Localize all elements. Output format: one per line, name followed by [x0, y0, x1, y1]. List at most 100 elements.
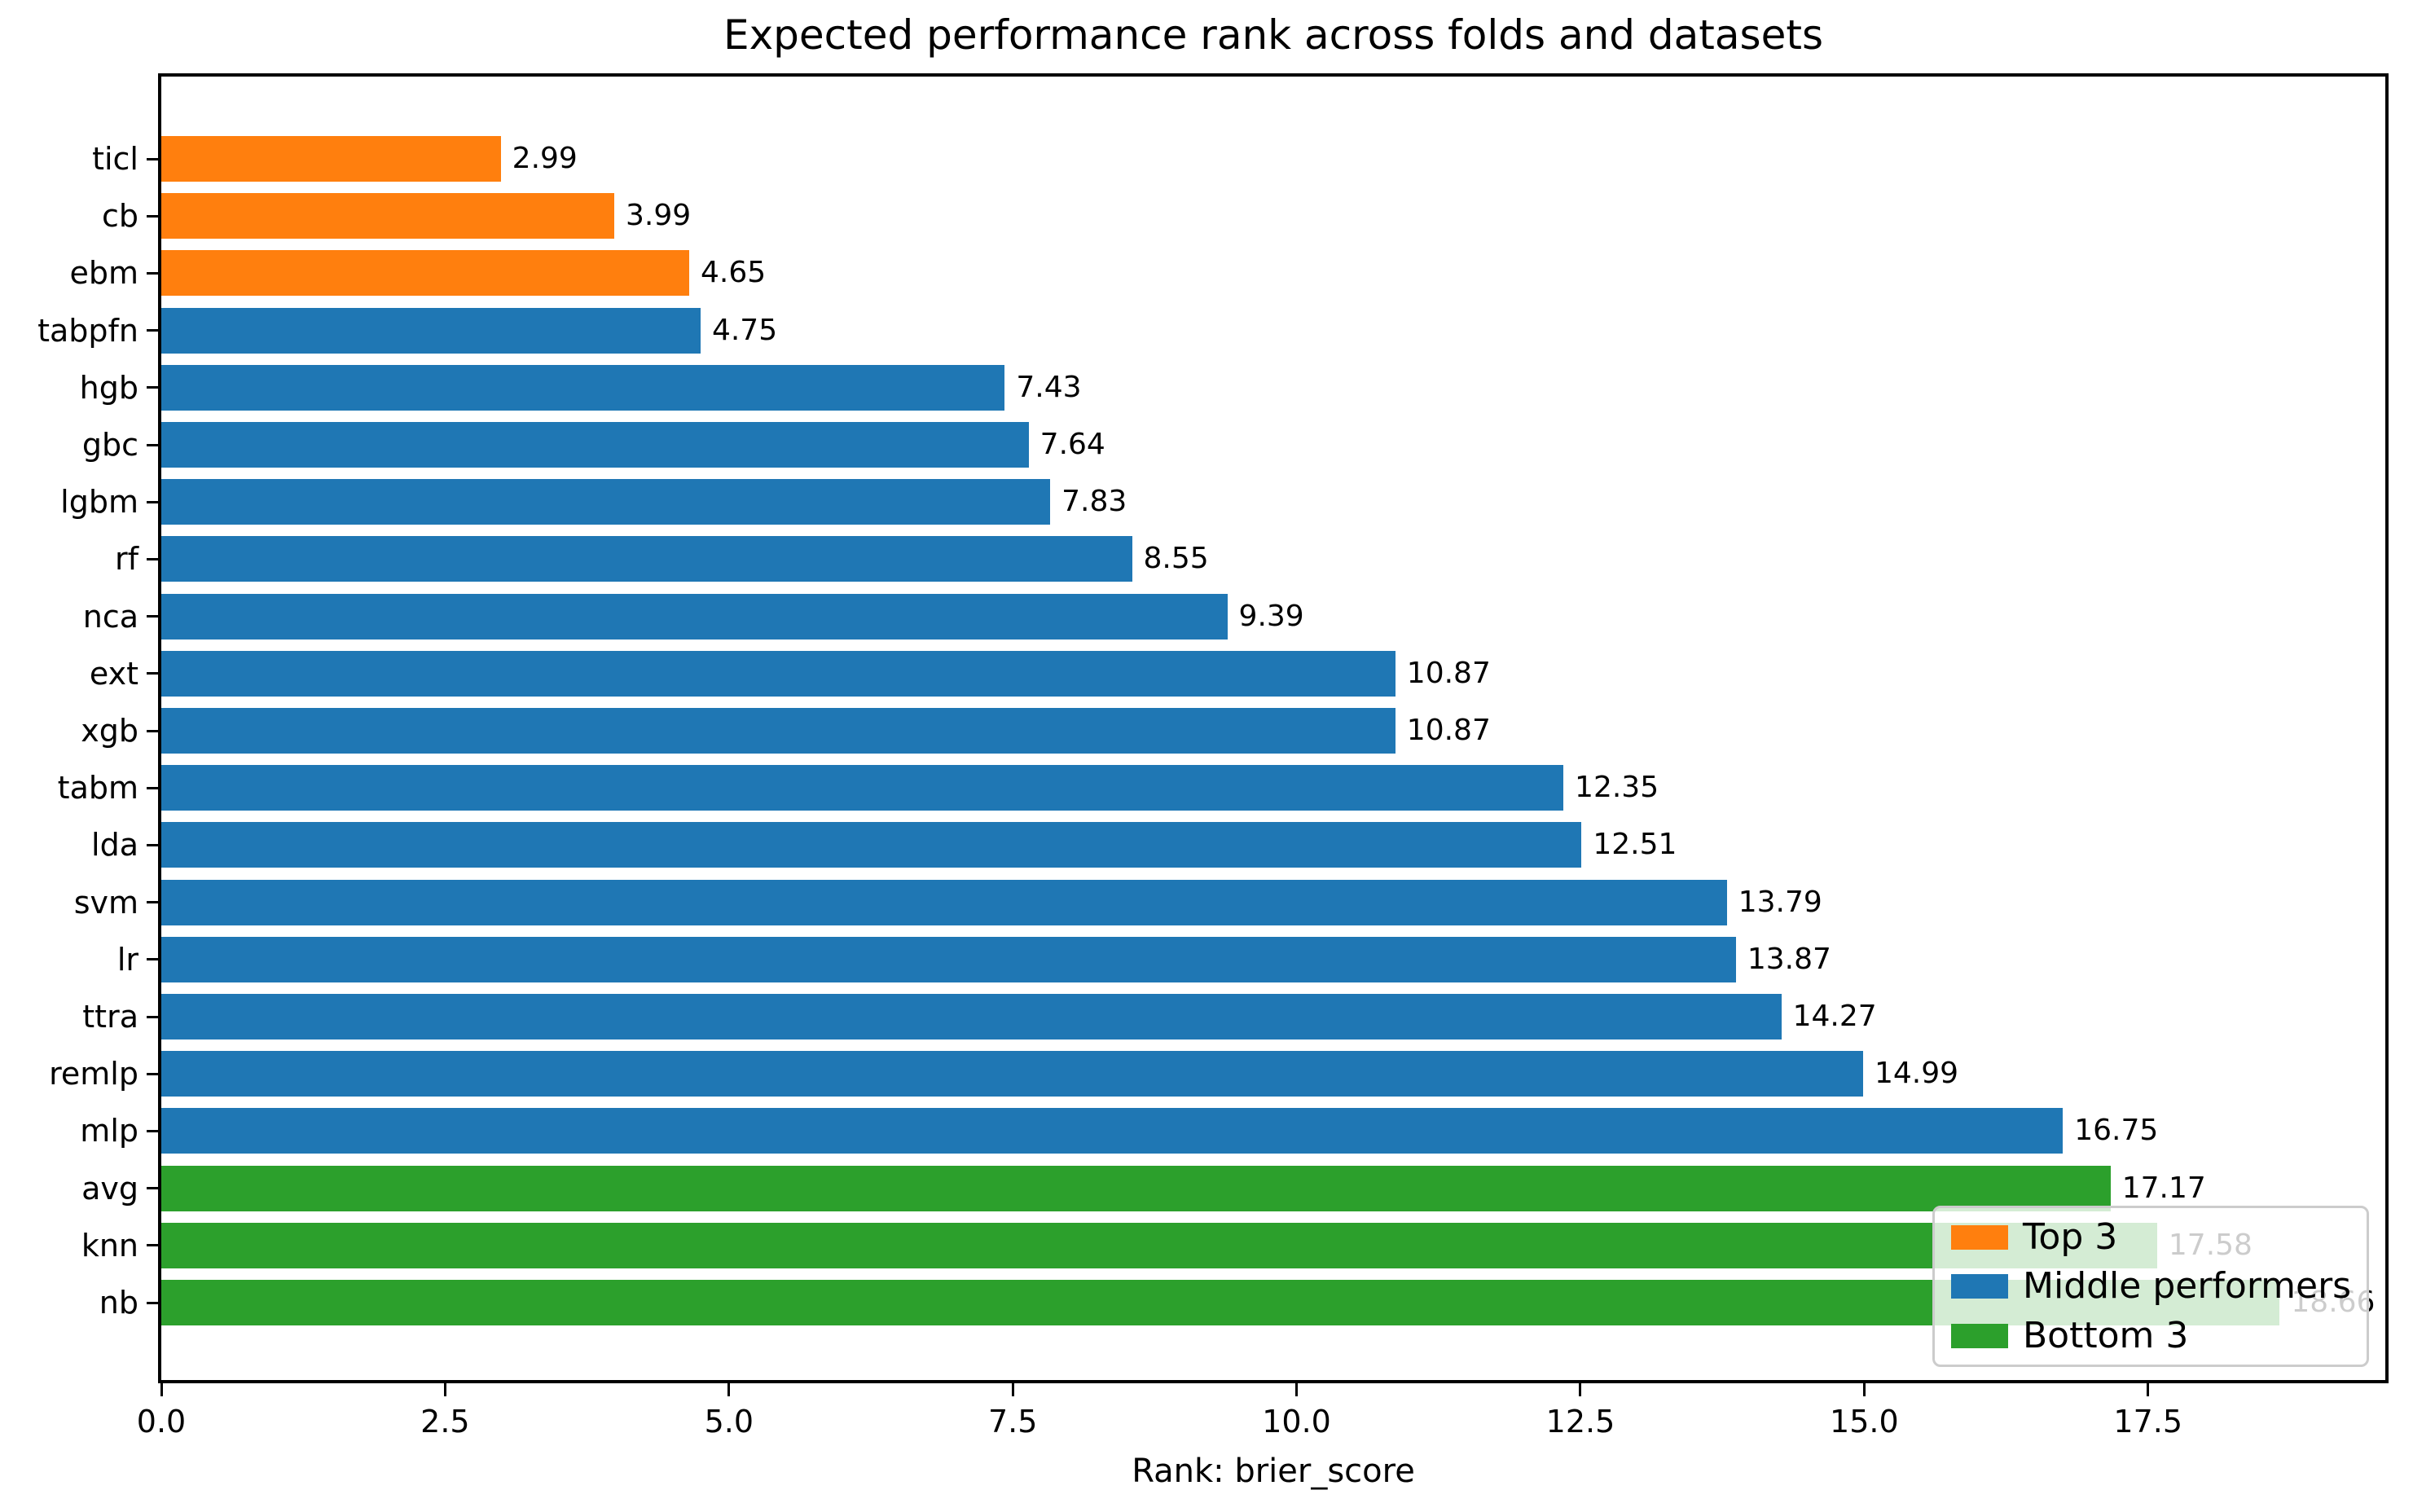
legend-row-middle: Middle performers — [1951, 1266, 2367, 1307]
y-tick-label-lda: lda — [91, 827, 138, 864]
y-tick-mark-nca — [147, 615, 158, 618]
x-tick-mark-15.0 — [1862, 1383, 1866, 1396]
y-tick-label-avg: avg — [81, 1170, 138, 1207]
chart-title: Expected performance rank across folds a… — [723, 11, 1823, 59]
bar-cb — [161, 193, 615, 240]
bar-lgbm — [161, 479, 1051, 525]
value-label-xgb: 10.87 — [1406, 714, 1491, 747]
value-label-avg: 17.17 — [2121, 1171, 2206, 1205]
y-tick-mark-remlp — [147, 1072, 158, 1075]
bar-lda — [161, 822, 1582, 868]
y-tick-label-gbc: gbc — [81, 427, 138, 463]
y-tick-label-xgb: xgb — [81, 713, 138, 749]
y-tick-label-mlp: mlp — [80, 1113, 138, 1149]
value-label-cb: 3.99 — [626, 199, 692, 233]
y-tick-mark-ebm — [147, 271, 158, 275]
bar-rf — [161, 536, 1132, 582]
y-tick-label-lr: lr — [116, 941, 138, 978]
legend-row-top3: Top 3 — [1951, 1215, 2367, 1258]
y-tick-mark-lda — [147, 843, 158, 846]
y-tick-mark-lgbm — [147, 500, 158, 503]
value-label-tabm: 12.35 — [1575, 771, 1659, 805]
value-label-lda: 12.51 — [1593, 828, 1677, 862]
y-tick-mark-lr — [147, 958, 158, 961]
legend-swatch-bottom3 — [1951, 1323, 2008, 1348]
legend-row-bottom3: Bottom 3 — [1951, 1314, 2367, 1356]
y-tick-label-nca: nca — [82, 598, 138, 635]
y-tick-mark-hgb — [147, 386, 158, 389]
x-tick-mark-7.5 — [1011, 1383, 1014, 1396]
legend-swatch-top3 — [1951, 1224, 2008, 1250]
x-tick-mark-5.0 — [727, 1383, 731, 1396]
y-tick-mark-ticl — [147, 157, 158, 160]
value-label-mlp: 16.75 — [2074, 1114, 2159, 1148]
bar-mlp — [161, 1108, 2064, 1154]
x-tick-label-2.5: 2.5 — [420, 1404, 470, 1439]
bar-ticl — [161, 136, 501, 182]
y-tick-mark-tabpfn — [147, 329, 158, 332]
bar-ext — [161, 650, 1395, 697]
x-tick-label-7.5: 7.5 — [987, 1404, 1038, 1439]
y-tick-label-ticl: ticl — [92, 141, 138, 177]
x-tick-mark-0.0 — [160, 1383, 163, 1396]
x-tick-label-5.0: 5.0 — [704, 1404, 754, 1439]
y-tick-mark-ext — [147, 672, 158, 675]
y-tick-mark-xgb — [147, 729, 158, 732]
y-tick-mark-mlp — [147, 1129, 158, 1132]
bar-tabpfn — [161, 307, 701, 354]
y-tick-label-nb: nb — [99, 1285, 138, 1321]
y-tick-mark-avg — [147, 1187, 158, 1190]
bar-ebm — [161, 250, 689, 297]
value-label-rf: 8.55 — [1143, 542, 1209, 576]
value-label-remlp: 14.99 — [1874, 1057, 1959, 1091]
y-tick-mark-nb — [147, 1301, 158, 1304]
bar-avg — [161, 1165, 2111, 1211]
legend-swatch-middle — [1951, 1274, 2008, 1299]
x-tick-mark-10.0 — [1295, 1383, 1299, 1396]
value-label-ticl: 2.99 — [512, 142, 578, 175]
bar-svm — [161, 879, 1727, 925]
y-tick-label-knn: knn — [81, 1227, 138, 1264]
y-tick-label-tabm: tabm — [57, 770, 138, 807]
x-tick-label-12.5: 12.5 — [1545, 1404, 1615, 1439]
bar-lr — [161, 936, 1736, 982]
value-label-lr: 13.87 — [1747, 942, 1831, 976]
y-tick-label-cb: cb — [101, 198, 138, 235]
x-axis-label: Rank: brier_score — [1132, 1453, 1415, 1490]
x-tick-label-17.5: 17.5 — [2113, 1404, 2183, 1439]
y-tick-label-ext: ext — [89, 655, 138, 692]
bar-hgb — [161, 364, 1005, 411]
y-tick-mark-gbc — [147, 443, 158, 446]
value-label-gbc: 7.64 — [1039, 428, 1105, 461]
value-label-tabpfn: 4.75 — [711, 313, 778, 347]
value-label-ttra: 14.27 — [1792, 1000, 1877, 1033]
bar-remlp — [161, 1051, 1863, 1097]
value-label-svm: 13.79 — [1738, 885, 1822, 919]
bar-ttra — [161, 994, 1782, 1040]
y-tick-mark-ttra — [147, 1015, 158, 1018]
x-tick-label-10.0: 10.0 — [1262, 1404, 1331, 1439]
y-tick-mark-svm — [147, 901, 158, 904]
bar-nb — [161, 1280, 2280, 1325]
y-tick-label-hgb: hgb — [79, 369, 138, 406]
value-label-hgb: 7.43 — [1016, 370, 1082, 404]
y-tick-label-svm: svm — [73, 884, 138, 921]
bar-gbc — [161, 422, 1029, 468]
legend-label-middle: Middle performers — [2023, 1265, 2352, 1307]
legend-label-top3: Top 3 — [2023, 1215, 2118, 1258]
legend-label-bottom3: Bottom 3 — [2023, 1314, 2189, 1356]
x-tick-label-15.0: 15.0 — [1830, 1404, 1899, 1439]
x-tick-label-0.0: 0.0 — [136, 1404, 187, 1439]
y-tick-label-ttra: ttra — [82, 999, 138, 1035]
y-tick-mark-tabm — [147, 786, 158, 789]
value-label-lgbm: 7.83 — [1061, 485, 1127, 519]
bar-xgb — [161, 708, 1395, 754]
y-tick-label-tabpfn: tabpfn — [37, 312, 138, 349]
value-label-ebm: 4.65 — [701, 256, 767, 290]
y-tick-mark-rf — [147, 557, 158, 560]
value-label-nca: 9.39 — [1238, 599, 1304, 633]
bar-knn — [161, 1222, 2157, 1268]
x-tick-mark-12.5 — [1579, 1383, 1582, 1396]
bar-nca — [161, 593, 1228, 640]
